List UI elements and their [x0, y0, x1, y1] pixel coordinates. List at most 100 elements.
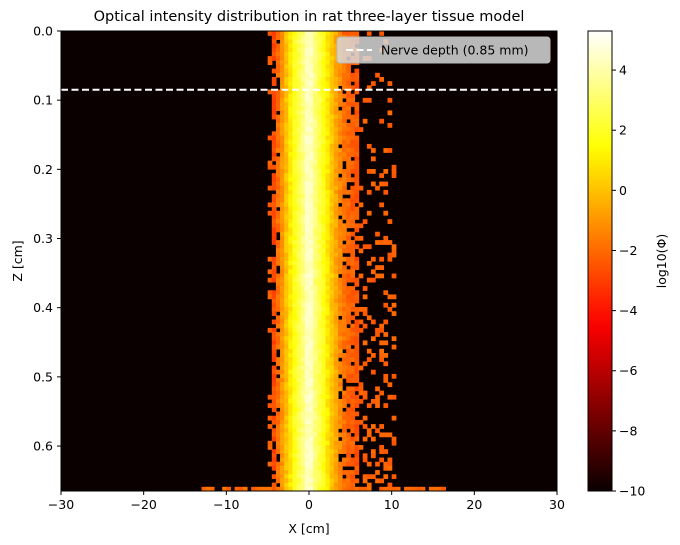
heatmap-cell: [354, 68, 360, 74]
heatmap-cell: [288, 277, 294, 283]
heatmap-cell: [313, 215, 318, 220]
heatmap-cell: [251, 486, 256, 491]
heatmap-cell: [321, 461, 327, 467]
heatmap-cell: [271, 93, 277, 99]
heatmap-cell: [300, 311, 306, 316]
heatmap-cell: [313, 373, 318, 379]
heatmap-cell: [329, 72, 335, 78]
heatmap-cell: [325, 403, 331, 408]
heatmap-cell: [350, 294, 356, 300]
heatmap-cell: [296, 353, 302, 358]
heatmap-cell: [317, 114, 322, 120]
heatmap-cell: [280, 240, 285, 245]
heatmap-cell: [284, 106, 289, 112]
heatmap-cell: [304, 231, 310, 237]
heatmap-cell: [304, 432, 310, 438]
heatmap-cell: [275, 261, 281, 266]
heatmap-cell: [387, 461, 393, 467]
heatmap-cell: [346, 261, 351, 266]
heatmap-cell: [346, 269, 351, 275]
heatmap-cell: [337, 432, 343, 438]
heatmap-cell: [317, 319, 322, 325]
heatmap-cell: [313, 474, 318, 480]
heatmap-cell: [309, 51, 314, 57]
heatmap-cell: [346, 445, 351, 450]
heatmap-cell: [288, 403, 294, 408]
heatmap-cell: [325, 478, 331, 484]
heatmap-cell: [296, 160, 302, 166]
heatmap-cell: [317, 185, 322, 191]
heatmap-cell: [267, 445, 273, 450]
heatmap-cell: [354, 114, 360, 120]
heatmap-cell: [288, 60, 294, 66]
heatmap-cell: [333, 281, 339, 287]
heatmap-cell: [271, 319, 277, 325]
heatmap-cell: [292, 118, 298, 124]
heatmap-cell: [379, 457, 384, 463]
heatmap-cell: [284, 461, 289, 467]
heatmap-cell: [284, 127, 289, 132]
heatmap-cell: [309, 307, 314, 312]
heatmap-cell: [321, 445, 327, 450]
heatmap-cell: [329, 164, 335, 170]
heatmap-cell: [284, 93, 289, 99]
heatmap-cell: [375, 386, 380, 392]
heatmap-cell: [325, 286, 331, 291]
heatmap-cell: [317, 311, 322, 316]
heatmap-cell: [309, 277, 314, 283]
heatmap-cell: [317, 486, 322, 491]
heatmap-cell: [275, 378, 281, 383]
heatmap-cell: [333, 445, 339, 450]
heatmap-cell: [284, 185, 289, 191]
heatmap-cell: [346, 290, 351, 296]
heatmap-cell: [313, 478, 318, 484]
heatmap-cell: [296, 315, 302, 321]
heatmap-cell: [354, 177, 360, 183]
heatmap-cell: [275, 131, 281, 137]
heatmap-cell: [317, 428, 322, 434]
heatmap-cell: [292, 235, 298, 241]
heatmap-cell: [371, 353, 376, 358]
heatmap-cell: [304, 298, 310, 304]
heatmap-cell: [350, 378, 356, 383]
heatmap-cell: [313, 202, 318, 208]
heatmap-cell: [288, 189, 294, 195]
heatmap-cell: [362, 415, 368, 421]
heatmap-cell: [234, 486, 240, 491]
heatmap-cell: [300, 148, 306, 153]
heatmap-cell: [296, 35, 302, 40]
heatmap-cell: [300, 227, 306, 233]
heatmap-cell: [337, 298, 343, 304]
heatmap-cell: [354, 403, 360, 408]
heatmap-cell: [350, 428, 356, 434]
heatmap-cell: [280, 143, 285, 149]
heatmap-cell: [317, 189, 322, 195]
heatmap-cell: [337, 353, 343, 358]
heatmap-cell: [358, 202, 364, 208]
heatmap-cell: [329, 252, 335, 258]
heatmap-cell: [346, 440, 351, 446]
heatmap-cell: [280, 156, 285, 162]
heatmap-cell: [275, 244, 281, 250]
heatmap-cell: [288, 378, 294, 383]
heatmap-cell: [325, 106, 331, 112]
heatmap-cell: [284, 169, 289, 174]
heatmap-cell: [288, 327, 294, 333]
heatmap-cell: [267, 56, 273, 61]
heatmap-cell: [333, 43, 339, 49]
heatmap-cell: [337, 77, 343, 82]
heatmap: [61, 31, 557, 491]
heatmap-cell: [329, 35, 335, 40]
heatmap-cell: [296, 43, 302, 49]
heatmap-cell: [288, 482, 294, 488]
heatmap-cell: [321, 307, 327, 312]
heatmap-cell: [342, 273, 347, 279]
heatmap-cell: [284, 56, 289, 61]
heatmap-cell: [350, 210, 356, 216]
heatmap-cell: [329, 265, 335, 270]
heatmap-cell: [350, 474, 356, 480]
heatmap-cell: [342, 298, 347, 304]
heatmap-cell: [267, 403, 273, 408]
heatmap-cell: [280, 60, 285, 66]
